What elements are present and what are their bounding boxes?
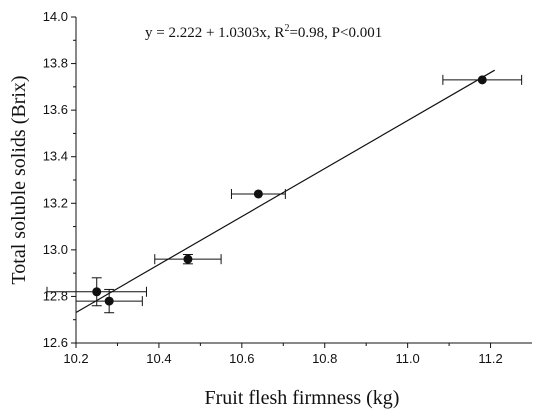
y-axis-title: Total soluble solids (Brix): [8, 75, 30, 284]
regression-equation-suffix: =0.98, P<0.001: [289, 25, 382, 41]
data-point: [183, 254, 193, 264]
data-point-group: [230, 188, 286, 199]
x-tick-label: 11.0: [395, 351, 419, 366]
regression-equation-superscript: 2: [284, 23, 289, 34]
x-axis-title: Fruit flesh firmness (kg): [205, 387, 400, 409]
x-tick-labels: 10.2 10.4 10.6 10.8 11.0 11.2: [63, 351, 502, 366]
y-tick-label: 13.4: [43, 149, 68, 164]
regression-equation-prefix: y = 2.222 + 1.0303x, R: [145, 25, 284, 41]
points-layer: [46, 74, 523, 314]
y-tick-label: 13.8: [43, 56, 68, 71]
x-tick-label: 10.8: [312, 351, 337, 366]
y-tick-label: 13.6: [43, 102, 68, 117]
y-tick-label: 13.0: [43, 242, 68, 257]
regression-equation: y = 2.222 + 1.0303x, R2=0.98, P<0.001: [145, 23, 382, 41]
x-tick-label: 10.6: [229, 351, 254, 366]
data-point-group: [75, 288, 143, 314]
data-point: [104, 296, 114, 306]
y-tick-label: 12.6: [43, 335, 68, 350]
data-point: [477, 75, 487, 85]
x-tick-label: 10.4: [146, 351, 171, 366]
data-point: [92, 287, 102, 297]
x-tick-label: 11.2: [478, 351, 502, 366]
axes: [71, 16, 532, 348]
x-tick-label: 10.2: [63, 351, 88, 366]
y-tick-label: 14.0: [43, 9, 68, 24]
y-tick-labels: 12.612.813.013.213.413.613.814.0: [43, 9, 68, 350]
data-point-group: [442, 74, 523, 85]
y-tick-label: 13.2: [43, 195, 68, 210]
data-point-group: [154, 254, 222, 265]
data-point: [253, 189, 263, 199]
